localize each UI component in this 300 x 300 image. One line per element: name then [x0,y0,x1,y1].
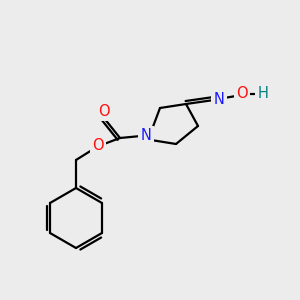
Text: O: O [98,103,110,118]
Text: O: O [92,139,104,154]
Text: N: N [214,92,224,107]
Text: H: H [258,86,268,101]
Text: N: N [141,128,152,143]
Text: O: O [236,86,248,101]
